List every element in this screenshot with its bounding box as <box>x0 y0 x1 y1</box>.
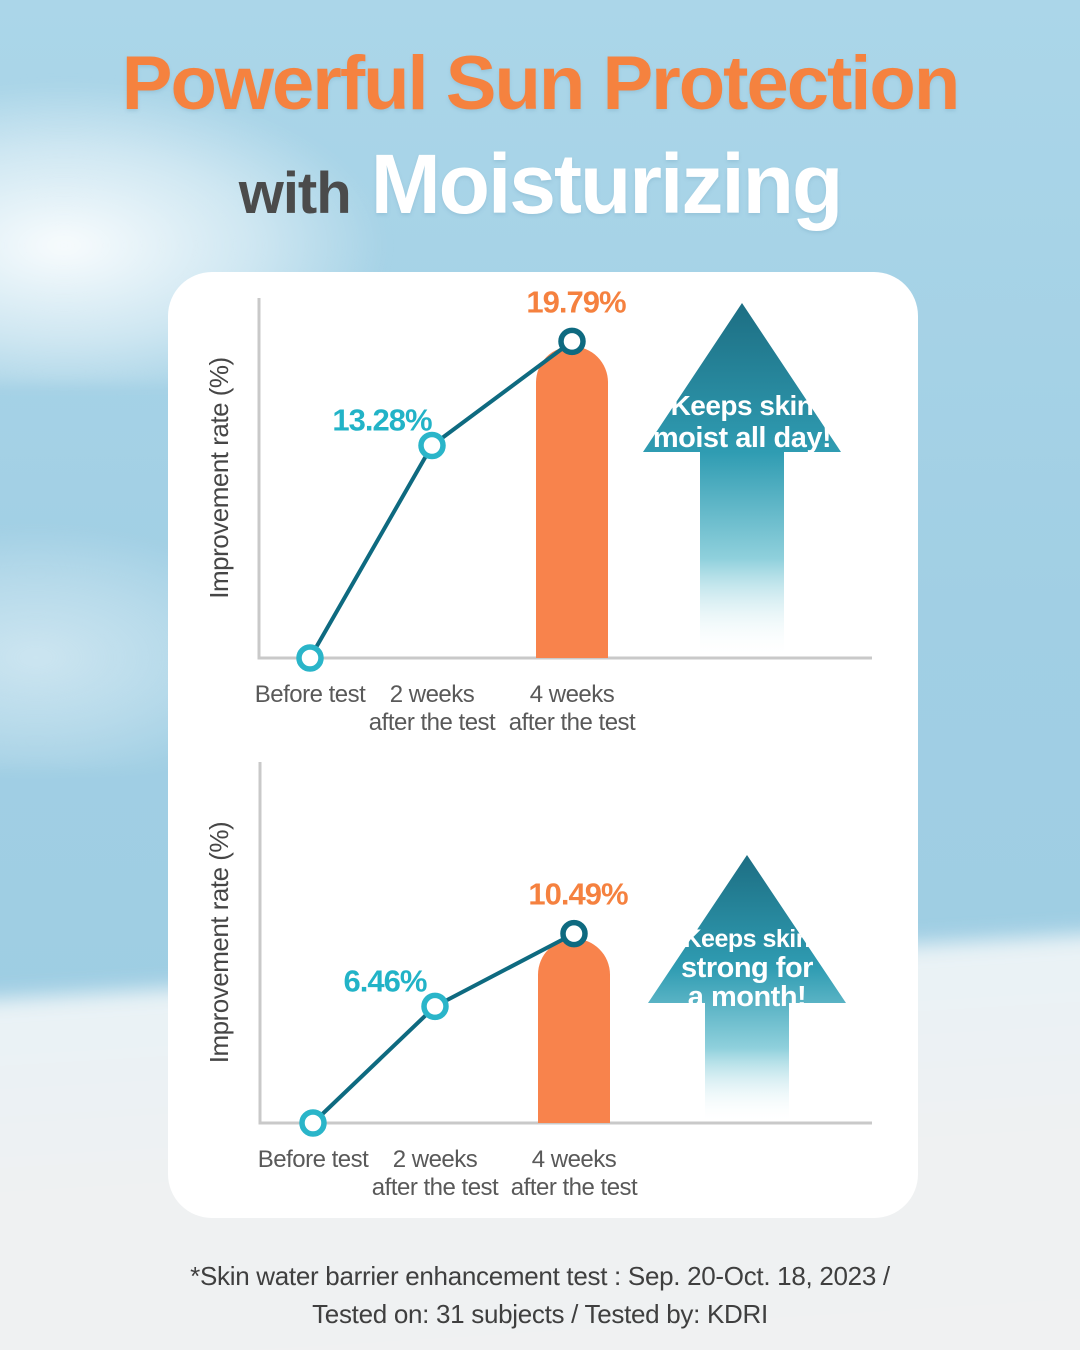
data-point <box>418 431 446 460</box>
data-point <box>299 1109 327 1137</box>
trend-line <box>308 339 574 659</box>
y-axis-label: Improvement rate (%) <box>204 357 234 598</box>
headline: Powerful Sun Protection <box>121 41 961 126</box>
arrow-caption-line: Keeps skin <box>683 925 810 953</box>
arrow-caption-line: Keeps skin <box>671 390 814 421</box>
footnote: *Skin water barrier enhancement test : S… <box>0 1257 1080 1333</box>
arrow-caption-line: moist all day! <box>653 422 831 454</box>
highlight-bar <box>538 938 610 1123</box>
data-point <box>560 919 588 948</box>
arrow-caption-line: strong for <box>681 952 813 984</box>
highlight-bar <box>536 346 608 658</box>
subheadline: with Moisturizing <box>0 136 1080 233</box>
x-tick-label: after the test <box>369 709 496 736</box>
upward-arrow <box>648 855 846 1123</box>
footnote-line1: *Skin water barrier enhancement test : S… <box>190 1261 890 1291</box>
x-tick-label: Before test <box>255 681 366 708</box>
chart-card: Keeps skin moist all day! 13.28% 19.79% Befo… <box>168 272 918 1218</box>
x-tick-label: Before test <box>258 1146 369 1173</box>
data-point <box>558 327 586 356</box>
chart-axes <box>258 762 872 1125</box>
value-label: 13.28% <box>332 403 432 438</box>
chart-axes <box>257 298 872 660</box>
x-tick-label: 2 weeks <box>390 681 475 708</box>
data-point <box>421 992 449 1021</box>
arrow-caption-line: a month! <box>688 981 806 1013</box>
value-label: 10.49% <box>528 877 628 912</box>
value-label: 6.46% <box>344 963 427 998</box>
x-tick-label: 4 weeks <box>530 681 615 708</box>
subheadline-with: with <box>238 161 352 226</box>
footnote-line2: Tested on: 31 subjects / Tested by: KDRI <box>312 1299 768 1329</box>
data-point <box>296 644 324 672</box>
x-tick-label: 4 weeks <box>532 1146 617 1173</box>
x-tick-label: after the test <box>372 1174 499 1201</box>
upward-arrow <box>643 303 841 658</box>
x-tick-label: 2 weeks <box>393 1146 478 1173</box>
x-tick-label: after the test <box>509 709 636 736</box>
subheadline-main: Moisturizing <box>370 137 844 231</box>
value-label: 19.79% <box>526 284 626 319</box>
y-axis-label: Improvement rate (%) <box>204 822 234 1063</box>
x-tick-label: after the test <box>511 1174 638 1201</box>
trend-line <box>311 931 575 1125</box>
